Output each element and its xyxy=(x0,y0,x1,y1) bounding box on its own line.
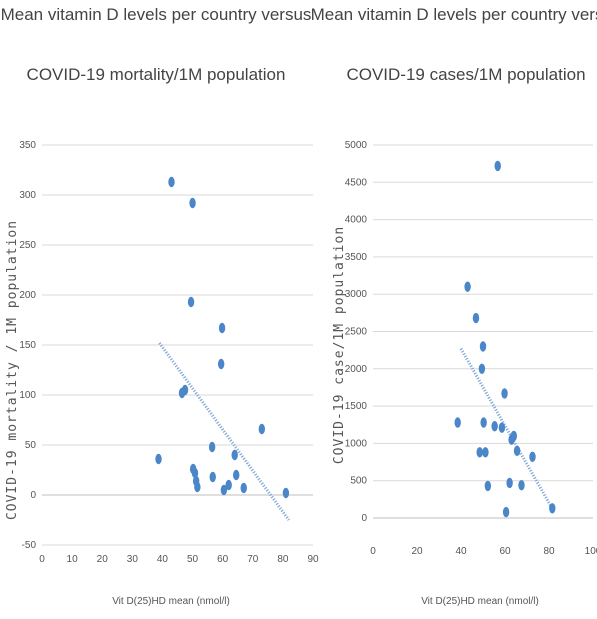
right-y-tick-label: 1500 xyxy=(345,401,368,412)
right-chart: Mean vitamin D levels per country versus… xyxy=(311,5,597,607)
left-x-tick-label: 10 xyxy=(67,554,79,565)
left-y-tick-labels: -50 0 50 100 150 200 250 300 350 xyxy=(19,140,36,551)
left-y-tick-label: 300 xyxy=(19,190,36,201)
right-x-tick-label: 20 xyxy=(411,546,423,557)
right-x-tick-label: 100 xyxy=(585,546,597,557)
right-y-tick-label: 0 xyxy=(361,513,367,524)
left-chart-title-line2: COVID-19 mortality/1M population xyxy=(27,65,286,84)
left-data-point xyxy=(258,423,266,435)
right-data-point xyxy=(454,417,461,428)
right-data-point xyxy=(472,312,480,324)
left-data-point xyxy=(209,471,216,483)
left-y-tick-label: 100 xyxy=(19,390,36,401)
right-data-point xyxy=(549,503,556,514)
left-data-point xyxy=(240,482,247,494)
right-data-point xyxy=(484,480,492,492)
left-chart-title-line1: Mean vitamin D levels per country versus xyxy=(1,5,312,24)
right-data-point xyxy=(479,341,487,352)
right-x-tick-label: 60 xyxy=(499,546,511,557)
right-data-point xyxy=(464,281,471,292)
right-data-point xyxy=(482,447,489,458)
left-data-point xyxy=(155,453,162,465)
right-data-point xyxy=(476,447,483,458)
left-x-tick-label: 30 xyxy=(127,554,139,565)
left-y-tick-label: 50 xyxy=(25,440,37,451)
left-y-tick-label: 250 xyxy=(19,240,36,251)
right-data-point xyxy=(501,388,508,399)
left-data-point xyxy=(168,176,175,188)
right-data-point xyxy=(478,363,486,374)
right-x-axis-title: Vit D(25)HD mean (nmol/l) xyxy=(421,596,539,607)
right-trendline-line xyxy=(459,347,555,512)
left-data-point xyxy=(217,358,225,370)
left-trendline-line xyxy=(158,342,291,521)
left-gridlines xyxy=(42,144,313,546)
right-chart-title-line1: Mean vitamin D levels per country versus xyxy=(311,5,597,24)
left-data-point xyxy=(189,197,196,209)
left-data-point xyxy=(231,449,238,461)
left-data-point xyxy=(282,487,290,499)
right-y-tick-label: 2500 xyxy=(345,327,368,338)
left-y-tick-label: 350 xyxy=(19,140,36,151)
right-y-tick-label: 4500 xyxy=(345,177,368,188)
left-data-point xyxy=(194,481,201,493)
left-data-point xyxy=(191,467,199,479)
left-x-tick-label: 50 xyxy=(187,554,199,565)
right-data-point xyxy=(518,479,525,491)
left-x-axis-title: Vit D(25)HD mean (nmol/l) xyxy=(112,596,230,607)
left-chart: Mean vitamin D levels per country versus… xyxy=(1,5,319,607)
right-y-tick-label: 4000 xyxy=(345,215,368,226)
left-x-tick-label: 40 xyxy=(157,554,169,565)
left-x-tick-label: 70 xyxy=(247,554,259,565)
left-x-tick-label: 60 xyxy=(217,554,229,565)
left-data-point xyxy=(181,384,189,396)
left-data-point xyxy=(218,322,226,334)
left-x-tick-labels: 0 10 20 30 40 50 60 70 80 90 xyxy=(39,554,319,565)
right-data-point xyxy=(498,422,506,433)
right-data-point xyxy=(510,430,517,442)
right-trendline xyxy=(459,347,555,512)
left-data-point xyxy=(225,479,232,491)
right-y-tick-label: 2000 xyxy=(345,364,368,375)
right-y-tick-labels: 0 500 1000 1500 2000 2500 3000 3500 4000 4500 5000 xyxy=(345,140,368,524)
left-x-tick-label: 20 xyxy=(97,554,109,565)
left-y-axis-title: COVID-19 mortality / 1M population xyxy=(5,220,20,520)
left-y-tick-label: 200 xyxy=(19,290,36,301)
left-data-point xyxy=(208,441,216,453)
right-data-point xyxy=(506,477,513,489)
right-y-tick-label: 3000 xyxy=(345,289,368,300)
left-data-point xyxy=(233,469,240,481)
right-data-point xyxy=(502,506,510,518)
left-data-points xyxy=(155,176,290,499)
right-data-point xyxy=(491,421,498,432)
right-chart-title-line2: COVID-19 cases/1M population xyxy=(346,65,585,84)
right-y-axis-title: COVID-19 case/1M population xyxy=(332,226,347,464)
right-data-point xyxy=(513,445,521,457)
right-y-tick-label: 5000 xyxy=(345,140,368,151)
right-data-point xyxy=(494,160,501,172)
left-y-tick-label: 0 xyxy=(30,490,36,501)
left-data-point xyxy=(220,484,228,496)
left-y-tick-label: -50 xyxy=(22,540,37,551)
left-x-tick-label: 80 xyxy=(277,554,289,565)
left-trendline xyxy=(158,342,291,521)
right-y-tick-label: 500 xyxy=(350,476,367,487)
left-x-tick-label: 90 xyxy=(307,554,319,565)
right-y-tick-label: 1000 xyxy=(345,438,368,449)
right-data-point xyxy=(529,451,536,463)
right-x-tick-label: 0 xyxy=(370,546,376,557)
right-x-tick-label: 40 xyxy=(455,546,467,557)
right-gridlines xyxy=(373,144,593,519)
left-y-tick-label: 150 xyxy=(19,340,36,351)
left-x-tick-label: 0 xyxy=(39,554,45,565)
left-data-point xyxy=(187,296,195,308)
right-y-tick-label: 3500 xyxy=(345,252,368,263)
right-data-point xyxy=(480,417,487,428)
right-data-points xyxy=(454,160,556,518)
right-x-tick-label: 80 xyxy=(543,546,555,557)
right-x-tick-labels: 0 20 40 60 80 100 xyxy=(370,546,597,557)
